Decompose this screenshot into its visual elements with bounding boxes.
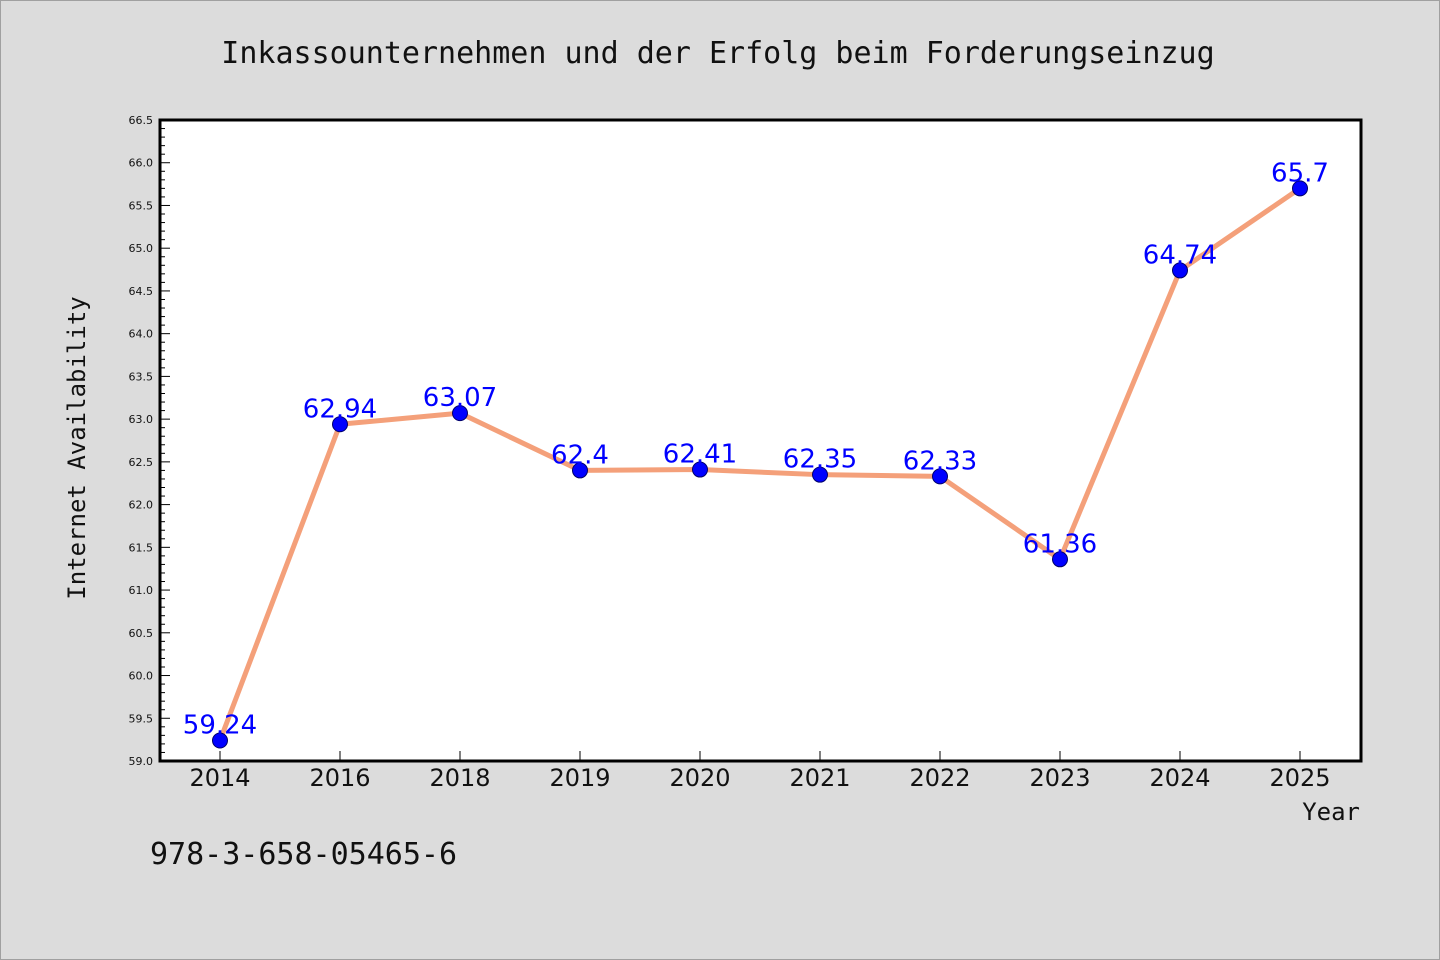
- y-tick-label: 64.0: [129, 328, 154, 341]
- data-label: 61.36: [1023, 529, 1097, 559]
- y-tick-label: 60.5: [129, 627, 154, 640]
- data-label: 62.41: [663, 440, 737, 470]
- y-tick-label: 60.0: [129, 670, 154, 683]
- x-tick-label: 2021: [789, 764, 850, 792]
- data-label: 64.74: [1143, 240, 1217, 270]
- series-line: [217, 186, 1302, 742]
- y-tick-label: 62.5: [129, 456, 154, 469]
- x-axis-label: Year: [1302, 798, 1360, 826]
- x-tick-label: 2023: [1029, 764, 1090, 792]
- y-tick-label: 61.0: [129, 584, 154, 597]
- x-tick-label: 2014: [189, 764, 250, 792]
- data-point: [452, 405, 468, 422]
- data-label: 62.4: [551, 440, 609, 470]
- data-point: [332, 416, 348, 433]
- y-tick-label: 63.5: [129, 370, 154, 383]
- y-tick-label: 64.5: [129, 285, 154, 298]
- data-label: 65.7: [1271, 158, 1329, 188]
- x-tick-label: 2025: [1269, 764, 1330, 792]
- data-point: [812, 466, 828, 483]
- x-axis: 2014 2016 2018 2019 2020 2021 2022 2023 2024 2025: [189, 751, 1331, 792]
- y-tick-label: 65.5: [129, 199, 154, 212]
- x-tick-label: 2018: [429, 764, 490, 792]
- x-tick-label: 2024: [1149, 764, 1210, 792]
- y-tick-label: 63.0: [129, 413, 154, 426]
- y-tick-label: 59.0: [129, 755, 154, 768]
- chart-title: Inkassounternehmen und der Erfolg beim F…: [221, 36, 1214, 71]
- y-axis-label: Internet Availability: [63, 296, 91, 599]
- isbn-text: 978-3-658-05465-6: [150, 837, 457, 872]
- series-markers: [212, 180, 1308, 749]
- plot-area: [158, 118, 1363, 763]
- data-point: [1292, 180, 1308, 197]
- data-point: [1172, 262, 1188, 279]
- data-label: 62.94: [303, 394, 377, 424]
- y-tick-label: 61.5: [129, 541, 154, 554]
- data-point: [932, 468, 948, 485]
- y-tick-label: 66.5: [129, 114, 154, 127]
- data-label: 62.33: [903, 446, 977, 476]
- y-tick-label: 66.0: [129, 157, 154, 170]
- y-tick-label: 65.0: [129, 242, 154, 255]
- x-tick-label: 2016: [309, 764, 370, 792]
- y-axis: 59.0 59.5 60.0 60.5 61.0 61.5 62.0 62.5 63.0 63.5…: [129, 114, 170, 768]
- y-tick-label: 59.5: [129, 712, 154, 725]
- data-point: [692, 461, 708, 478]
- x-tick-label: 2019: [549, 764, 610, 792]
- data-labels: 59.24 62.94 63.07 62.4 62.41 62.35 62.33 61.36 6…: [183, 158, 1329, 740]
- data-point: [572, 462, 588, 479]
- x-tick-label: 2022: [909, 764, 970, 792]
- data-point: [1052, 551, 1068, 568]
- data-label: 62.35: [783, 445, 857, 475]
- y-tick-label: 62.0: [129, 499, 154, 512]
- x-tick-label: 2020: [669, 764, 730, 792]
- data-label: 63.07: [423, 383, 497, 413]
- data-point: [212, 732, 228, 749]
- data-label: 59.24: [183, 710, 257, 740]
